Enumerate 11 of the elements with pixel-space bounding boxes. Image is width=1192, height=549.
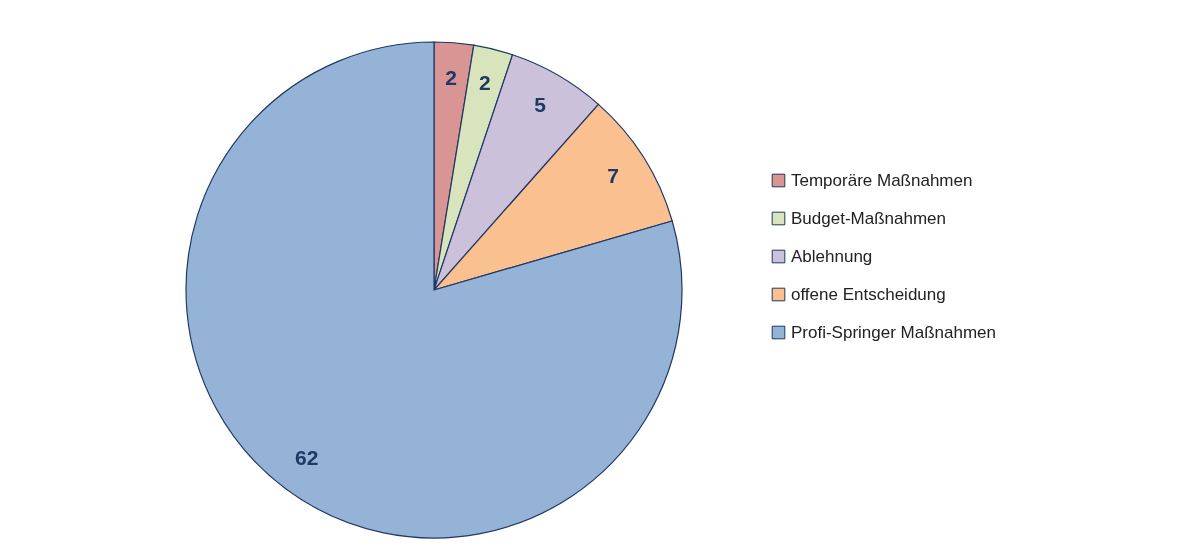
data-label: 2 [445,65,457,89]
data-label: 7 [607,163,620,187]
pie-slice [185,41,683,539]
legend-label: Profi-Springer Maßnahmen [791,322,997,342]
data-label: 62 [294,446,319,470]
legend-label: Ablehnung [791,246,873,266]
legend-label: Temporäre Maßnahmen [791,170,973,190]
legend-label: Budget-Maßnahmen [791,208,946,228]
data-label: 5 [534,93,547,117]
legend-label: offene Entscheidung [791,284,946,304]
data-label: 2 [478,71,491,95]
